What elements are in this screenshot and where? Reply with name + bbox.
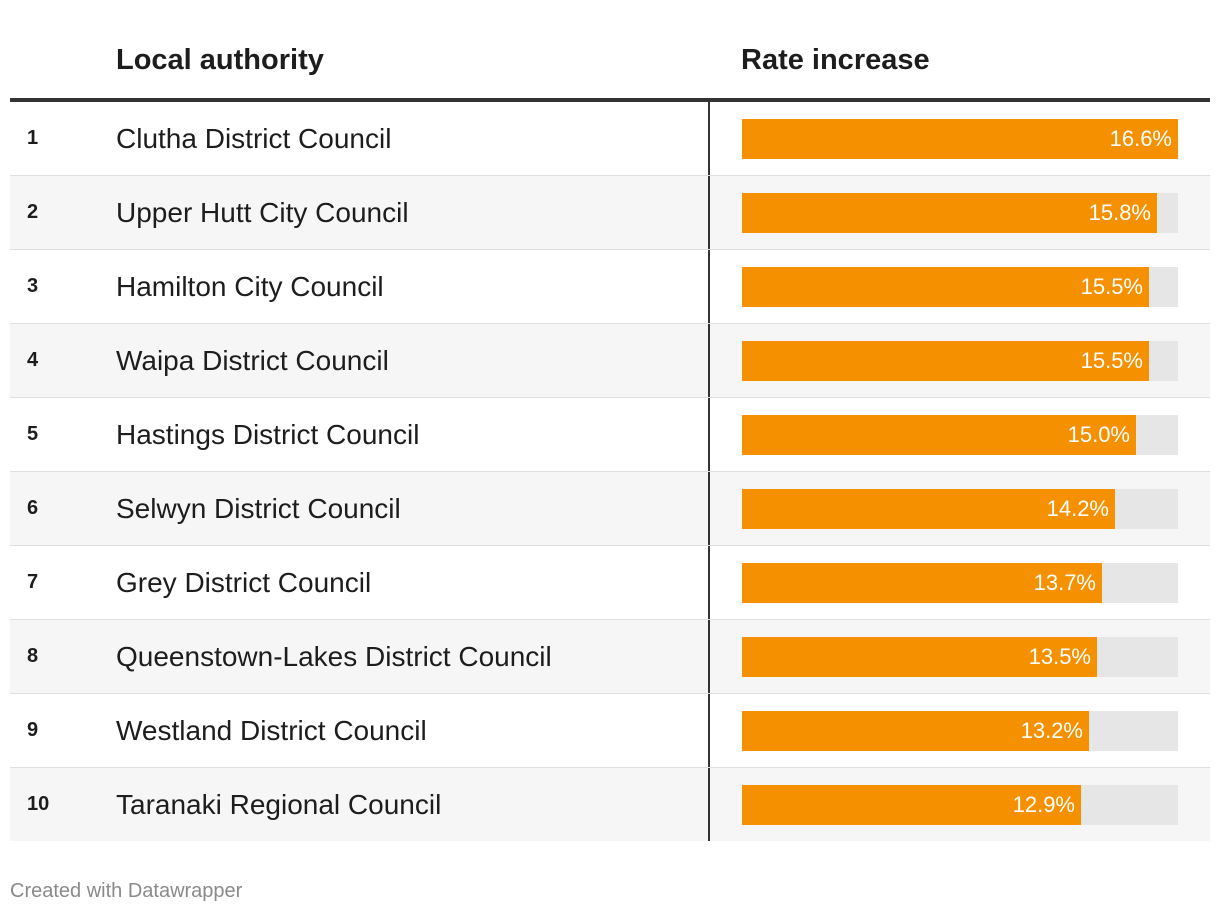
column-divider	[708, 398, 710, 471]
row-local-authority: Grey District Council	[116, 567, 372, 598]
bar-rate-increase: 12.9%	[742, 785, 1081, 825]
column-divider	[708, 768, 710, 841]
bar-track: 15.8%	[742, 193, 1178, 233]
row-rank: 2	[27, 201, 39, 223]
bar-rate-increase: 13.7%	[742, 563, 1102, 603]
bar-value-label: 15.8%	[1088, 200, 1151, 225]
row-local-authority: Hamilton City Council	[116, 271, 384, 302]
bar-value-label: 12.9%	[1012, 792, 1075, 817]
row-rank: 7	[27, 571, 39, 593]
row-local-authority: Selwyn District Council	[116, 493, 401, 524]
row-rank: 1	[27, 127, 39, 149]
bar-track: 14.2%	[742, 489, 1178, 529]
bar-track: 15.5%	[742, 267, 1178, 307]
row-rank: 3	[27, 275, 39, 297]
bar-rate-increase: 16.6%	[742, 119, 1178, 159]
column-divider	[708, 546, 710, 619]
bar-value-label: 13.2%	[1020, 718, 1083, 743]
bar-rate-increase: 15.0%	[742, 415, 1136, 455]
row-local-authority: Westland District Council	[116, 715, 427, 746]
column-divider	[708, 694, 710, 767]
row-rank: 9	[27, 719, 39, 741]
bar-value-label: 13.7%	[1033, 570, 1096, 595]
table-row: 7 Grey District Council 13.7%	[10, 546, 1210, 620]
bar-track: 12.9%	[742, 785, 1178, 825]
bar-track: 15.0%	[742, 415, 1178, 455]
column-divider	[708, 620, 710, 693]
column-header-local-authority[interactable]: Local authority	[116, 44, 324, 76]
bar-value-label: 13.5%	[1028, 644, 1091, 669]
column-divider	[708, 472, 710, 545]
datawrapper-credit: Created with Datawrapper	[10, 880, 243, 902]
bar-value-label: 15.5%	[1080, 348, 1143, 373]
row-local-authority: Taranaki Regional Council	[116, 789, 442, 820]
bar-track: 16.6%	[742, 119, 1178, 159]
bar-rate-increase: 15.5%	[742, 341, 1149, 381]
rate-increase-table: Local authority Rate increase 1 Clutha Di…	[10, 0, 1210, 841]
row-rank: 6	[27, 497, 39, 519]
row-local-authority: Hastings District Council	[116, 419, 420, 450]
bar-value-label: 16.6%	[1109, 126, 1172, 151]
row-local-authority: Waipa District Council	[116, 345, 389, 376]
row-local-authority: Clutha District Council	[116, 123, 392, 154]
bar-rate-increase: 14.2%	[742, 489, 1115, 529]
table-row: 4 Waipa District Council 15.5%	[10, 324, 1210, 398]
bar-track: 13.2%	[742, 711, 1178, 751]
table-row: 6 Selwyn District Council 14.2%	[10, 472, 1210, 546]
column-divider	[708, 250, 710, 323]
column-header-rate-increase[interactable]: Rate increase	[741, 44, 930, 76]
bar-rate-increase: 13.2%	[742, 711, 1089, 751]
column-divider	[708, 324, 710, 397]
table-row: 3 Hamilton City Council 15.5%	[10, 250, 1210, 324]
bar-rate-increase: 15.5%	[742, 267, 1149, 307]
column-divider	[708, 176, 710, 249]
bar-value-label: 15.0%	[1067, 422, 1130, 447]
bar-rate-increase: 13.5%	[742, 637, 1097, 677]
table-header: Local authority Rate increase	[10, 0, 1210, 102]
bar-track: 13.7%	[742, 563, 1178, 603]
row-rank: 4	[27, 349, 39, 371]
row-local-authority: Queenstown-Lakes District Council	[116, 641, 552, 672]
table-row: 10 Taranaki Regional Council 12.9%	[10, 768, 1210, 841]
row-rank: 8	[27, 645, 39, 667]
table-row: 5 Hastings District Council 15.0%	[10, 398, 1210, 472]
table-row: 8 Queenstown-Lakes District Council 13.5%	[10, 620, 1210, 694]
bar-track: 15.5%	[742, 341, 1178, 381]
table-row: 9 Westland District Council 13.2%	[10, 694, 1210, 768]
column-divider	[708, 102, 710, 175]
bar-track: 13.5%	[742, 637, 1178, 677]
bar-value-label: 14.2%	[1046, 496, 1109, 521]
table-row: 2 Upper Hutt City Council 15.8%	[10, 176, 1210, 250]
row-rank: 10	[27, 793, 50, 815]
row-local-authority: Upper Hutt City Council	[116, 197, 409, 228]
bar-rate-increase: 15.8%	[742, 193, 1157, 233]
table-row: 1 Clutha District Council 16.6%	[10, 102, 1210, 176]
table-body: 1 Clutha District Council 16.6% 2 Upper Hutt…	[10, 102, 1210, 841]
bar-value-label: 15.5%	[1080, 274, 1143, 299]
row-rank: 5	[27, 423, 39, 445]
